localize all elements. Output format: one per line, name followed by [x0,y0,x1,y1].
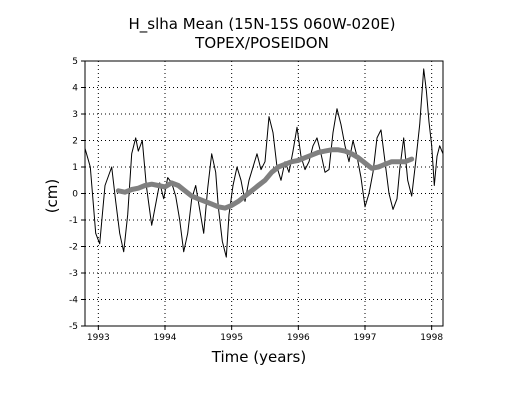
chart-subtitle: TOPEX/POSEIDON [194,34,329,52]
x-tick-label: 1996 [287,333,310,343]
x-tick-label: 1994 [154,333,177,343]
y-tick-label: -4 [69,296,78,306]
y-tick-label: -2 [69,243,78,253]
y-tick-label: -1 [69,216,78,226]
x-tick-label: 1993 [87,333,110,343]
x-tick-labels: 1993 1994 1995 1996 1997 1998 [87,333,444,343]
y-axis-label: (cm) [43,179,61,214]
grid [81,60,443,330]
y-tick-labels: -5 -4 -3 -2 -1 0 1 2 3 4 5 [69,57,78,332]
y-tick-label: 4 [72,84,78,94]
y-tick-label: -3 [69,269,78,279]
y-tick-label: 3 [72,110,78,120]
y-tick-label: 1 [72,163,78,173]
y-tick-label: -5 [69,322,78,332]
y-tick-label: 0 [72,190,78,200]
raw-series-line [84,68,444,258]
x-tick-label: 1995 [220,333,243,343]
plot-frame [84,60,444,327]
smoothed-mean-line [115,147,415,211]
y-tick-label: 2 [72,137,78,147]
x-tick-label: 1997 [354,333,377,343]
chart-title: H_slha Mean (15N-15S 060W-020E) [128,15,395,34]
y-tick-label: 5 [72,57,78,67]
x-axis-label: Time (years) [211,348,306,366]
series-layer [84,68,444,258]
x-tick-label: 1998 [420,333,443,343]
